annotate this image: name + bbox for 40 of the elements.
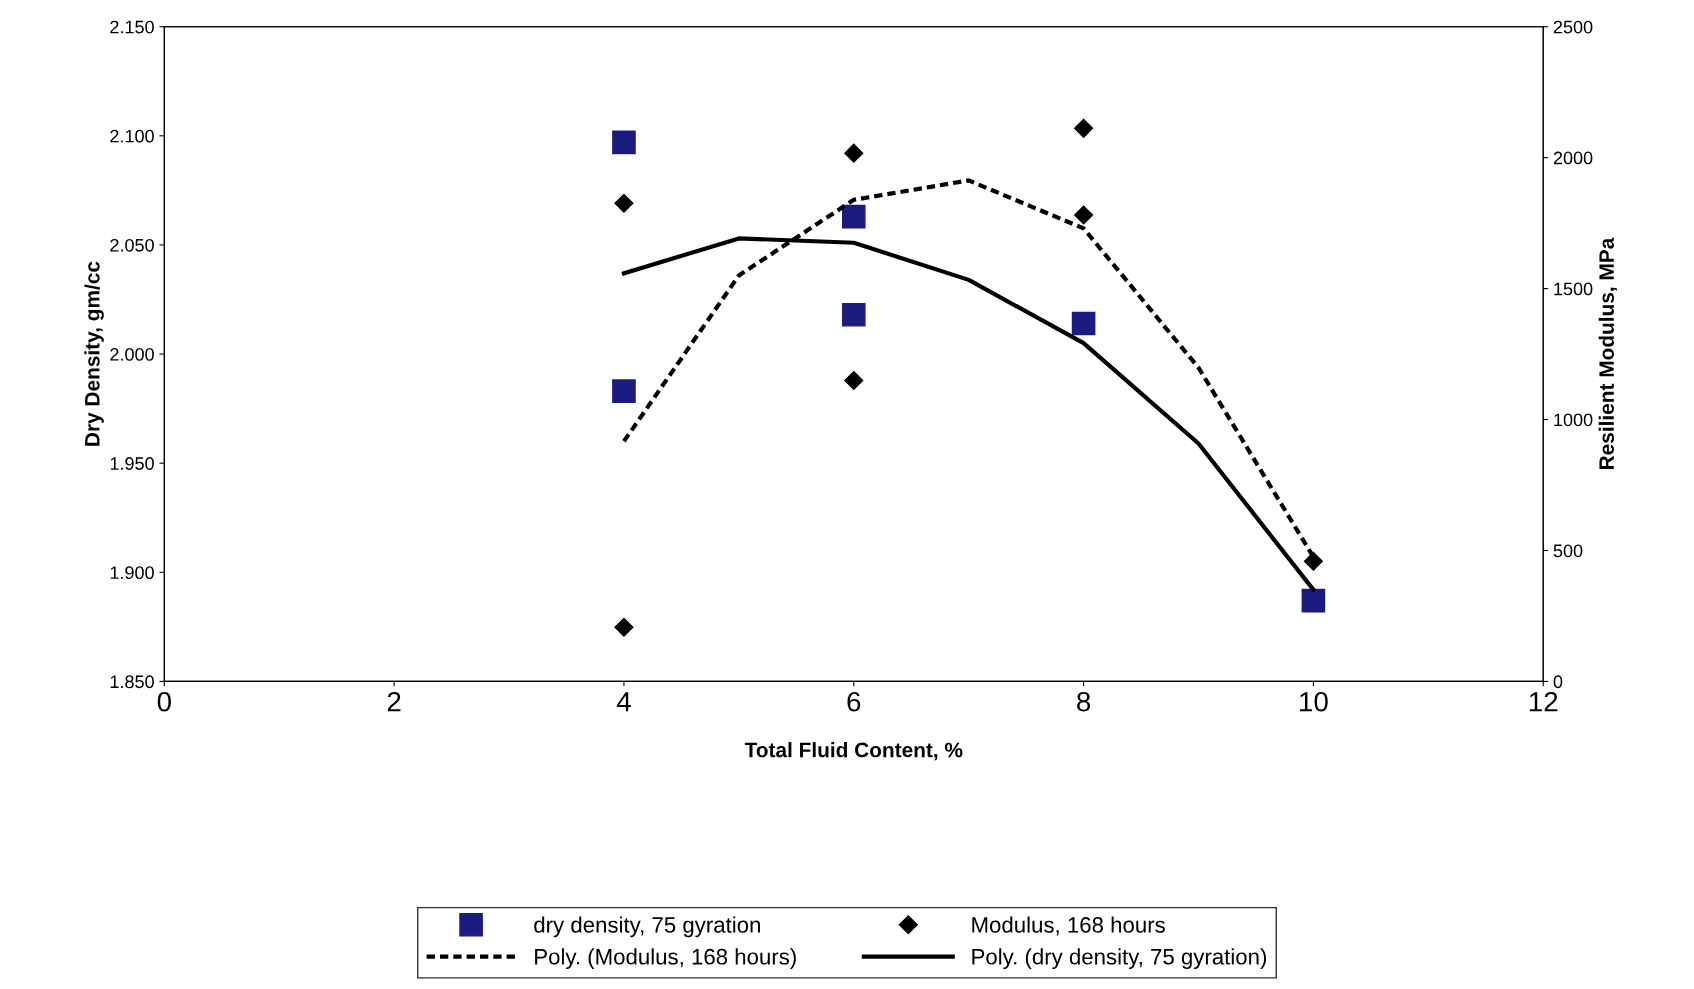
point: [844, 370, 864, 391]
y-tick-label: 2.100: [110, 129, 154, 143]
x-tick-label: 2: [387, 691, 401, 712]
x-axis-title: Total Fluid Content, %: [744, 742, 963, 761]
y-axis-title: Dry Density, gm/cc: [84, 261, 104, 446]
point: [1074, 118, 1094, 138]
x-tick-label: 6: [847, 691, 861, 712]
y2-axis-title: Resilient Modulus, MPa: [1598, 237, 1617, 469]
point: [844, 143, 864, 163]
text: Modulus, 168 hours: [972, 916, 1165, 936]
x-tick-label: 4: [616, 692, 631, 712]
point: [1074, 205, 1094, 225]
point: [1301, 588, 1326, 613]
y-tick-label: 1.850: [110, 675, 154, 689]
point: [841, 204, 866, 229]
point: [614, 193, 634, 213]
point: [1071, 311, 1096, 336]
y-tick-label: 2.050: [110, 238, 154, 252]
legend-label: Poly. (Modulus, 168 hours): [535, 948, 796, 969]
point: [841, 302, 866, 327]
y-tick-label: 2.000: [110, 348, 154, 361]
y-tick-label: 1.950: [110, 457, 154, 470]
x-tick-label: 10: [1300, 691, 1328, 712]
y2-tick-label: 1000: [1554, 413, 1593, 427]
point: [612, 130, 636, 155]
point: [612, 379, 636, 403]
x-tick-label: 8: [1077, 691, 1091, 712]
x-tick-label: 0: [157, 691, 171, 712]
point: [1303, 551, 1323, 571]
legend-label: dry density, 75 gyration: [534, 916, 760, 938]
y2-tick-label: 500: [1553, 544, 1583, 558]
y2-tick-label: 2000: [1553, 151, 1593, 165]
y-tick-label: 1.900: [110, 566, 154, 580]
legend-label: Poly. (dry density, 75 gyration): [972, 948, 1267, 969]
y2-tick-label: 1500: [1554, 282, 1593, 296]
y2-tick-label: 2500: [1553, 20, 1593, 34]
y-tick-label: 2.150: [110, 20, 154, 34]
point: [614, 617, 634, 637]
y2-tick-label: 0: [1553, 675, 1563, 689]
x-tick-label: 12: [1529, 691, 1558, 712]
